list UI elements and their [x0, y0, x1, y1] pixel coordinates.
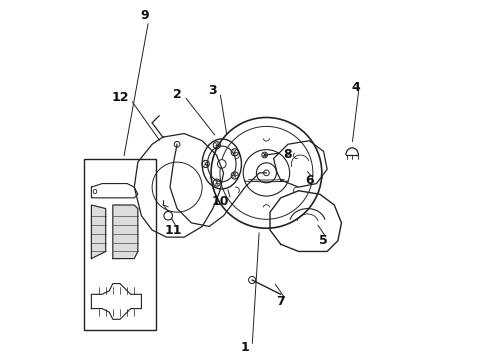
Text: 6: 6 — [305, 174, 314, 186]
Polygon shape — [92, 205, 106, 258]
Bar — [84, 158, 156, 330]
Text: 11: 11 — [165, 224, 182, 237]
Text: 3: 3 — [209, 84, 217, 97]
Text: 5: 5 — [319, 234, 328, 247]
Circle shape — [248, 276, 256, 284]
Text: 9: 9 — [141, 9, 149, 22]
Text: 1: 1 — [241, 341, 249, 354]
Text: 7: 7 — [276, 295, 285, 308]
Text: 10: 10 — [211, 195, 229, 208]
Circle shape — [218, 159, 226, 168]
Polygon shape — [113, 205, 138, 258]
Text: 8: 8 — [284, 148, 292, 162]
Text: 2: 2 — [173, 88, 181, 101]
Text: 12: 12 — [111, 91, 129, 104]
Text: 4: 4 — [351, 81, 360, 94]
